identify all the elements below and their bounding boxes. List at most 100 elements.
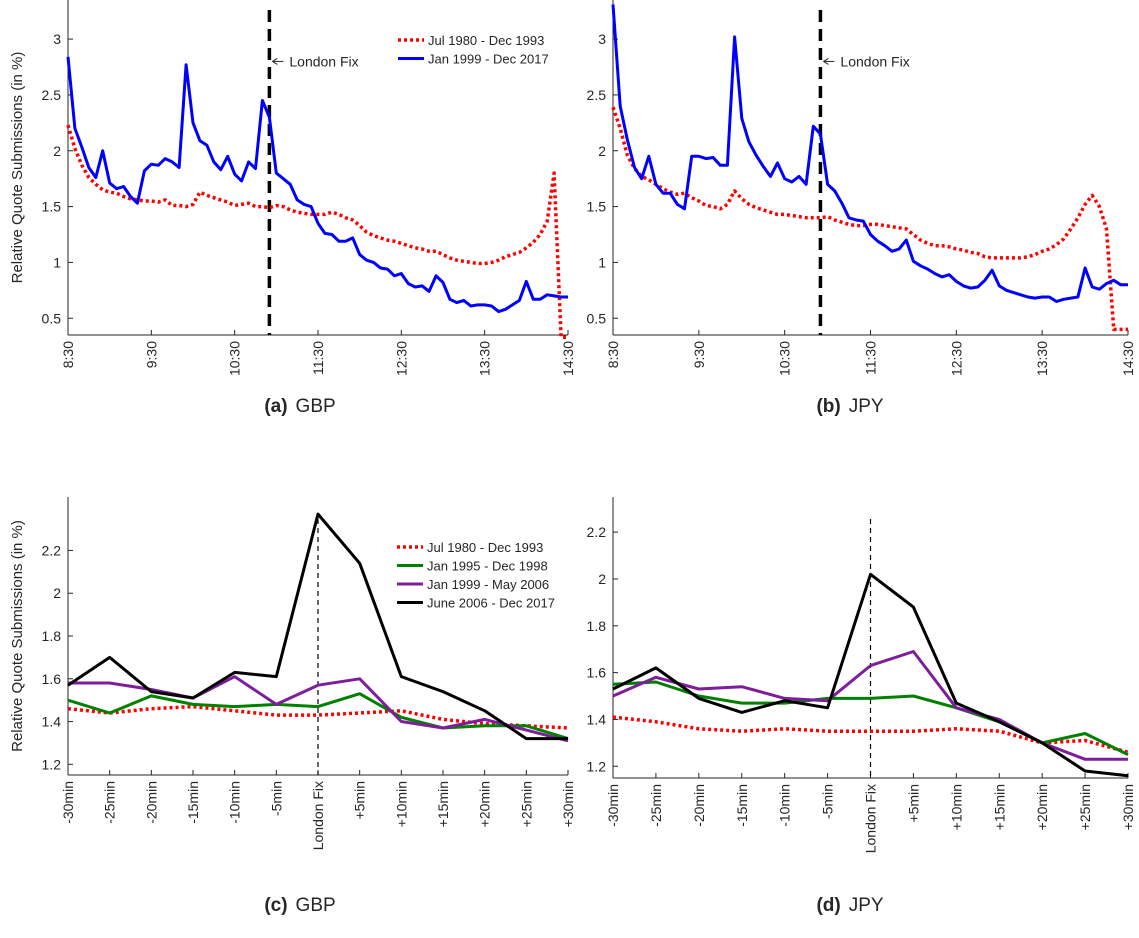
y-tick-label: 1.4: [42, 714, 62, 730]
legend-entry-0: Jul 1980 - Dec 1993: [427, 540, 543, 555]
y-tick-label: 1.8: [587, 618, 607, 634]
chart-panel-a: 0.5 1 1.5 2 2.5 3 8:30 9:30 10:30 11:30 12:30 13:30…: [9, 0, 576, 417]
x-tick-label: 10:30: [777, 341, 793, 376]
annotation-arrowhead: [272, 57, 278, 65]
legend-entry-1: Jan 1999 - Dec 2017: [428, 52, 549, 67]
series-line-0: [611, 106, 1128, 332]
legend-entry-0: Jul 1980 - Dec 1993: [428, 33, 544, 48]
caption-letter: (d): [816, 895, 840, 916]
caption-letter: (c): [264, 895, 287, 916]
legend-entry-1: Jan 1995 - Dec 1998: [427, 559, 548, 574]
x-tick-label: +30min: [560, 781, 576, 827]
x-tick-label: -15min: [734, 784, 750, 827]
annotation-text: London Fix: [840, 53, 909, 69]
y-tick-label: 2: [598, 571, 606, 587]
caption-text: GBP: [296, 396, 336, 417]
x-tick-label: +25min: [1077, 784, 1093, 830]
series-line-2: [68, 675, 569, 743]
x-tick-label: 8:30: [605, 341, 621, 368]
series-line-3: [67, 512, 568, 741]
x-tick-label: 12:30: [948, 341, 964, 376]
x-tick-label: -30min: [60, 781, 76, 824]
series-line-0: [66, 124, 568, 339]
x-tick-label: +15min: [991, 784, 1007, 830]
y-tick-label: 2: [598, 143, 606, 159]
annotation-arrowhead: [823, 57, 829, 65]
y-tick-label: 1.5: [587, 199, 607, 215]
y-tick-label: 2.5: [587, 87, 607, 103]
y-tick-label: 1.6: [587, 665, 607, 681]
x-tick-label: +30min: [1120, 784, 1136, 830]
x-tick-label: +10min: [948, 784, 964, 830]
x-tick-label: +5min: [905, 784, 921, 823]
x-tick-label: 8:30: [60, 341, 76, 368]
x-tick-label: -20min: [691, 784, 707, 827]
y-tick-label: 3: [598, 31, 606, 47]
x-tick-label: -10min: [777, 784, 793, 827]
x-tick-label: 9:30: [143, 341, 159, 368]
caption-text: JPY: [849, 895, 884, 916]
y-tick-label: 1.2: [587, 758, 607, 774]
caption-letter: (b): [816, 396, 840, 417]
x-tick-label: 9:30: [691, 341, 707, 368]
x-tick-label: 11:30: [310, 341, 326, 375]
y-axis-label: Relative Quote Submissions (in %): [9, 520, 26, 752]
x-tick-label: +15min: [435, 781, 451, 827]
panel-caption: (a) GBP: [264, 396, 335, 417]
x-tick-label: 14:30: [1120, 341, 1136, 376]
y-axis-label: Relative Quote Submissions (in %): [9, 52, 26, 284]
chart-panel-b: 0.5 1 1.5 2 2.5 3 8:30 9:30 10:30 11:30 12:30 13:30…: [587, 0, 1136, 417]
series-line-3: [612, 572, 1129, 778]
y-tick-label: 2.2: [42, 542, 62, 558]
y-tick-label: 1.2: [42, 756, 62, 772]
x-tick-label: -5min: [268, 781, 284, 816]
y-tick-label: 1.5: [42, 199, 62, 215]
panel-caption: (c) GBP: [264, 895, 335, 916]
chart-panel-d: 1.2 1.4 1.6 1.8 2 2.2 -30min -25min -20min -15min…: [587, 497, 1136, 916]
y-tick-label: 1: [53, 254, 61, 270]
y-tick-label: 0.5: [587, 310, 607, 326]
series-line-0: [612, 715, 1129, 754]
x-tick-label: -10min: [227, 781, 243, 824]
legend-entry-3: June 2006 - Dec 2017: [427, 596, 555, 611]
x-tick-label: 13:30: [1034, 341, 1050, 376]
x-tick-label: -25min: [102, 781, 118, 824]
x-tick-label: London Fix: [310, 781, 326, 850]
x-tick-label: +5min: [352, 781, 368, 820]
y-tick-label: 2: [53, 585, 61, 601]
caption-letter: (a): [264, 396, 287, 417]
x-tick-label: 13:30: [477, 341, 493, 376]
legend-entry-2: Jan 1999 - May 2006: [427, 577, 549, 592]
y-tick-label: 0.5: [42, 310, 62, 326]
x-tick-label: -15min: [185, 781, 201, 824]
y-tick-label: 2: [53, 143, 61, 159]
x-tick-label: -30min: [605, 784, 621, 827]
x-tick-label: +20min: [1034, 784, 1050, 830]
series-line-1: [67, 692, 569, 741]
chart-panel-c: 1.2 1.4 1.6 1.8 2 2.2 -30min -25min -20min -15min…: [9, 497, 576, 916]
panel-caption: (d) JPY: [816, 895, 883, 916]
x-tick-label: -25min: [648, 784, 664, 827]
series-line-1: [611, 4, 1128, 303]
series-line-1: [66, 56, 568, 314]
x-tick-label: -5min: [820, 784, 836, 819]
x-tick-label: 11:30: [863, 341, 879, 375]
caption-text: GBP: [296, 895, 336, 916]
x-tick-label: London Fix: [863, 784, 879, 853]
y-tick-label: 3: [53, 31, 61, 47]
x-tick-label: 10:30: [227, 341, 243, 376]
x-tick-label: 14:30: [560, 341, 576, 376]
y-tick-label: 1.6: [42, 671, 62, 687]
x-tick-label: -20min: [143, 781, 159, 824]
x-tick-label: +20min: [477, 781, 493, 827]
y-tick-label: 1: [598, 254, 606, 270]
y-tick-label: 1.4: [587, 711, 607, 727]
y-tick-label: 2.2: [587, 524, 607, 540]
x-tick-label: +10min: [393, 781, 409, 827]
x-tick-label: +25min: [518, 781, 534, 827]
panel-caption: (b) JPY: [816, 396, 883, 417]
y-tick-label: 2.5: [42, 87, 62, 103]
y-tick-label: 1.8: [42, 628, 62, 644]
caption-text: JPY: [849, 396, 884, 417]
